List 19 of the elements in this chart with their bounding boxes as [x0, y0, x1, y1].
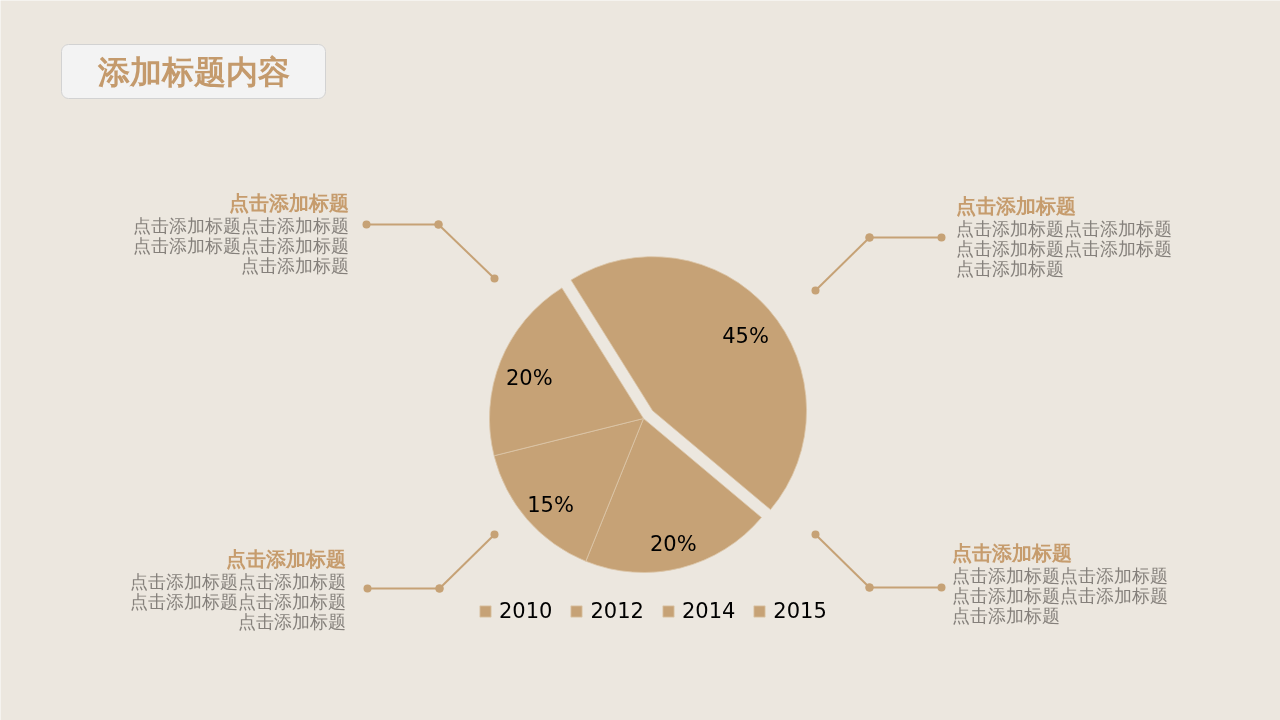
data-label: 20% [505, 366, 553, 391]
legend-label: 2012 [590, 599, 644, 623]
text: 点击添加标题 [225, 546, 346, 571]
legend-label: 2015 [773, 599, 827, 623]
legend-label: 2014 [681, 599, 736, 623]
text: 点击添加标题点击添加标题点击添加标题点击添加标题点击添加标题 [955, 218, 1172, 279]
text: 点击添加标题点击添加标题点击添加标题点击添加标题点击添加标题 [132, 215, 349, 276]
data-label: 20% [649, 532, 697, 557]
text: 点击添加标题点击添加标题点击添加标题点击添加标题 [129, 571, 346, 612]
text: 点击添加标题 [951, 540, 1072, 565]
text: 点击添加标题 [951, 605, 1060, 626]
text: 点击添加标题 [237, 611, 346, 632]
text: 点击添加标题 [228, 190, 349, 215]
text: 点击添加标题 [955, 193, 1076, 218]
legend-label: 2010 [499, 599, 553, 623]
data-label: 45% [722, 323, 769, 348]
text: 点击添加标题点击添加标题点击添加标题点击添加标题 [951, 565, 1168, 606]
data-label: 15% [527, 493, 574, 518]
text: 添加标题内容 [96, 52, 290, 91]
